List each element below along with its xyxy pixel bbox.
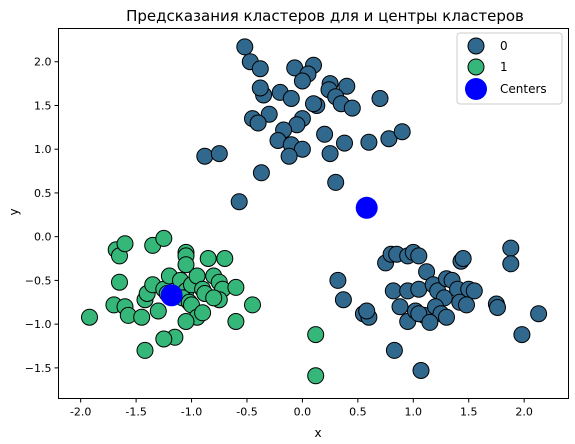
legend: 0 1 Centers — [456, 32, 563, 105]
point-cluster-0-27 — [316, 125, 334, 143]
point-cluster-0-55 — [391, 298, 409, 316]
x-tick-label: -2.0 — [70, 406, 91, 419]
y-tick-label: 1.5 — [34, 99, 52, 112]
point-cluster-1-5 — [111, 273, 128, 291]
chart-title: Предсказания кластеров для и центры клас… — [126, 7, 524, 25]
point-cluster-0-35 — [393, 123, 411, 141]
point-cluster-0-36 — [196, 147, 214, 165]
point-cluster-1-45 — [136, 341, 154, 359]
point-cluster-1-34 — [216, 250, 234, 267]
point-cluster-0-80 — [502, 255, 520, 273]
point-cluster-0-51 — [410, 247, 428, 265]
y-tick-label: 0.5 — [34, 187, 52, 200]
point-cluster-0-83 — [385, 341, 403, 359]
centers-layer — [160, 196, 378, 307]
y-tick-label: 1.0 — [34, 143, 52, 156]
point-cluster-0-22 — [249, 114, 267, 132]
point-cluster-1-38 — [227, 313, 245, 330]
point-cluster-0-54 — [410, 280, 428, 298]
point-cluster-0-74 — [438, 308, 455, 326]
point-cluster-0-78 — [489, 299, 506, 316]
point-cluster-0-52 — [384, 282, 402, 300]
x-axis-ticks: -2.0 -1.5 -1.0 -0.5 0.0 0.5 1.0 1.5 2.0 — [70, 398, 533, 419]
y-tick-label: −1.0 — [25, 318, 52, 331]
x-tick-label: 2.0 — [515, 406, 533, 419]
point-cluster-0-84 — [412, 362, 430, 379]
x-tick-label: -1.5 — [125, 406, 146, 419]
point-cluster-1-41 — [194, 304, 212, 322]
x-tick-label: 0.5 — [349, 406, 367, 419]
point-cluster-1-36 — [205, 289, 223, 307]
y-axis-label: y — [7, 208, 21, 215]
point-cluster-0-75 — [421, 313, 439, 331]
point-cluster-0-12 — [282, 90, 300, 107]
point-cluster-0-15 — [251, 79, 269, 97]
point-cluster-1-12 — [155, 229, 173, 247]
x-tick-label: 0.0 — [294, 406, 312, 419]
cluster-center-1 — [160, 284, 183, 307]
y-tick-label: −1.5 — [25, 362, 52, 375]
y-tick-label: 2.0 — [34, 56, 52, 69]
cluster-center-0 — [355, 196, 378, 219]
x-axis-label: x — [314, 426, 321, 440]
point-cluster-0-17 — [305, 95, 322, 113]
plot-frame — [58, 28, 569, 399]
point-cluster-0-14 — [371, 90, 389, 107]
legend-label-0: 0 — [500, 39, 508, 53]
point-cluster-1-46 — [307, 326, 325, 344]
point-cluster-1-4 — [116, 235, 134, 253]
point-cluster-1-42 — [177, 313, 195, 330]
point-cluster-0-69 — [454, 250, 472, 267]
point-cluster-0-81 — [513, 326, 531, 344]
point-cluster-0-33 — [360, 133, 378, 151]
point-cluster-0-32 — [336, 134, 353, 152]
point-cluster-0-59 — [410, 305, 428, 323]
point-cluster-0-2 — [251, 60, 269, 78]
legend-marker-0 — [467, 37, 485, 55]
point-cluster-1-30 — [199, 250, 217, 267]
point-cluster-0-41 — [329, 271, 347, 289]
point-cluster-0-76 — [458, 296, 475, 314]
legend-label-centers: Centers — [500, 82, 547, 96]
point-cluster-0-8 — [338, 77, 356, 95]
point-cluster-0-38 — [252, 164, 270, 182]
point-cluster-0-19 — [343, 99, 361, 117]
point-cluster-1-0 — [81, 308, 98, 326]
point-cluster-0-37 — [210, 145, 228, 163]
point-cluster-1-37 — [227, 278, 245, 296]
y-tick-label: 0.0 — [34, 231, 52, 244]
point-cluster-1-13 — [149, 302, 167, 320]
point-cluster-1-8 — [133, 308, 151, 326]
x-tick-label: 1.5 — [460, 406, 478, 419]
point-cluster-0-30 — [280, 147, 298, 165]
point-cluster-1-25 — [177, 256, 195, 274]
point-cluster-0-29 — [293, 140, 311, 158]
legend-marker-centers — [465, 78, 487, 100]
point-cluster-0-20 — [260, 105, 278, 123]
point-cluster-1-44 — [155, 330, 173, 348]
legend-label-1: 1 — [500, 60, 508, 74]
point-cluster-0-31 — [321, 145, 339, 163]
point-cluster-0-39 — [327, 173, 345, 191]
point-cluster-0-71 — [465, 282, 483, 300]
x-tick-label: -1.0 — [181, 406, 202, 419]
point-cluster-1-47 — [307, 367, 325, 385]
point-cluster-0-6 — [293, 72, 311, 90]
legend-marker-1 — [467, 58, 485, 76]
x-tick-label: 1.0 — [405, 406, 423, 419]
point-cluster-0-79 — [502, 239, 520, 257]
point-cluster-0-42 — [334, 291, 352, 309]
point-cluster-0-40 — [230, 193, 248, 211]
point-cluster-0-34 — [380, 130, 398, 148]
point-cluster-0-45 — [358, 302, 376, 320]
x-tick-label: -0.5 — [236, 406, 257, 419]
point-cluster-0-82 — [530, 305, 548, 323]
point-cluster-0-0 — [236, 38, 254, 56]
point-cluster-1-39 — [244, 296, 261, 314]
y-axis-ticks: −1.5 −1.0 −0.5 0.0 0.5 1.0 1.5 2.0 — [25, 56, 59, 375]
y-tick-label: −0.5 — [25, 274, 52, 287]
